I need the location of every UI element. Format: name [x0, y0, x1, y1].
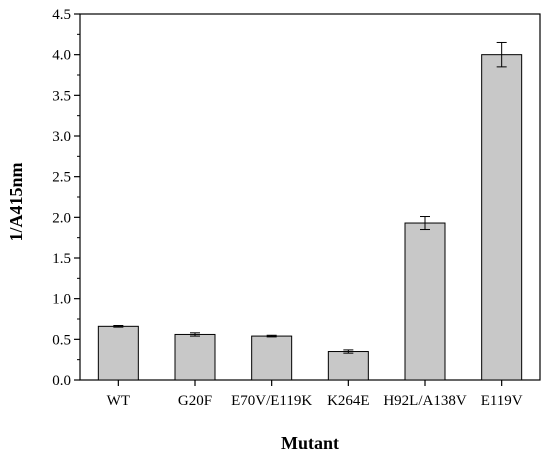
- bar: [251, 335, 293, 381]
- x-tick-label: H92L/A138V: [383, 393, 466, 409]
- y-tick-label: 3.5: [52, 88, 71, 104]
- y-axis-title: 1/A415nm: [6, 162, 26, 241]
- y-tick-label: 0.0: [52, 373, 71, 389]
- x-tick-label: E70V/E119K: [231, 393, 312, 409]
- y-tick-label: 0.5: [52, 332, 71, 348]
- y-tick-label: 2.0: [52, 210, 71, 226]
- y-tick-label: 4.0: [52, 48, 71, 64]
- y-tick-label: 3.0: [52, 129, 71, 145]
- x-axis-title: Mutant: [281, 433, 339, 453]
- x-tick-label: K264E: [327, 393, 370, 409]
- bar: [97, 325, 139, 381]
- bar: [174, 333, 216, 381]
- x-tick-label: WT: [107, 393, 130, 409]
- y-tick-label: 2.5: [52, 170, 71, 186]
- bar: [327, 351, 369, 381]
- plot-frame: [79, 13, 541, 381]
- bar: [481, 54, 523, 381]
- y-tick-label: 4.5: [52, 7, 71, 23]
- y-tick-label: 1.5: [52, 251, 71, 267]
- bar: [404, 222, 446, 381]
- x-tick-label: G20F: [178, 393, 212, 409]
- x-tick-label: E119V: [481, 393, 523, 409]
- y-tick-label: 1.0: [52, 292, 71, 308]
